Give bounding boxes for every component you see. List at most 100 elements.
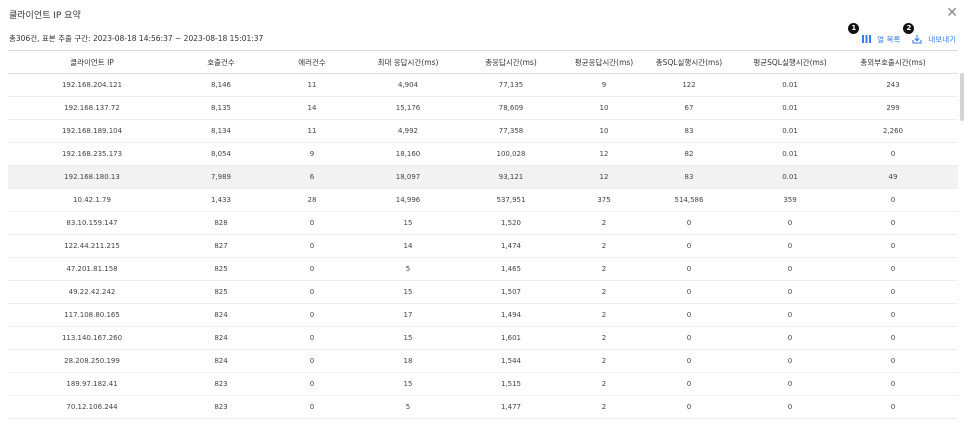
table-cell: 192.168.235.173 bbox=[8, 142, 176, 166]
column-header[interactable]: 최대 응답시간(ms) bbox=[358, 50, 458, 74]
column-header[interactable]: 평균응답시간(ms) bbox=[564, 50, 644, 74]
table-cell: 0 bbox=[644, 303, 734, 327]
table-cell: 0 bbox=[644, 349, 734, 373]
table-cell: 2 bbox=[564, 303, 644, 327]
table-row[interactable]: 192.168.180.13 7,989 6 18,097 93,121 12 83 0.01… bbox=[8, 165, 958, 189]
table-cell: 0 bbox=[266, 326, 358, 350]
table-row[interactable]: 192.168.235.173 8,054 9 18,160 100,028 12 82 0.… bbox=[8, 142, 958, 166]
table-cell: 0.01 bbox=[734, 165, 846, 189]
table-cell: 15,176 bbox=[358, 96, 458, 120]
table-cell: 1,474 bbox=[458, 234, 564, 258]
table-cell: 0 bbox=[846, 349, 940, 373]
column-header[interactable]: 클라이언트 IP bbox=[8, 50, 176, 74]
table-cell: 18 bbox=[358, 349, 458, 373]
table-cell: 67 bbox=[644, 96, 734, 120]
table-cell: 0 bbox=[734, 211, 846, 235]
table-cell: 0.28 bbox=[940, 119, 958, 143]
table-cell: 0 bbox=[846, 257, 940, 281]
table-cell: 2 bbox=[564, 257, 644, 281]
table-cell: 0 bbox=[734, 280, 846, 304]
column-header[interactable]: 평균SQL실행시간(ms) bbox=[734, 50, 846, 74]
column-header[interactable]: 총외부호출시간(ms) bbox=[846, 50, 940, 74]
table-cell: 1,507 bbox=[458, 280, 564, 304]
table-cell: 83.10.159.147 bbox=[8, 211, 176, 235]
table-row[interactable]: 192.168.189.104 8,134 11 4,992 77,358 10 83 0.0… bbox=[8, 119, 958, 143]
table-cell: 0.01 bbox=[734, 73, 846, 97]
column-header[interactable]: 총SQL실행시간(ms) bbox=[644, 50, 734, 74]
table-cell: 12 bbox=[564, 142, 644, 166]
table-cell: 2,260 bbox=[846, 119, 940, 143]
table-cell: 14 bbox=[358, 234, 458, 258]
table-cell: 0 bbox=[644, 280, 734, 304]
column-header[interactable]: 총응답시간(ms) bbox=[458, 50, 564, 74]
table-cell: 0 bbox=[846, 326, 940, 350]
table-cell: 192.168.180.13 bbox=[8, 165, 176, 189]
table-row[interactable]: 192.168.137.72 8,135 14 15,176 78,609 10 67 0.0… bbox=[8, 96, 958, 120]
table-cell: 0 bbox=[266, 303, 358, 327]
columns-icon bbox=[862, 35, 872, 43]
close-icon[interactable]: ✕ bbox=[946, 5, 958, 21]
table-cell: 825 bbox=[176, 257, 266, 281]
table-cell: 0 bbox=[266, 211, 358, 235]
table-cell: 823 bbox=[176, 372, 266, 396]
table-cell: 0.01 bbox=[734, 96, 846, 120]
table-cell: 8,146 bbox=[176, 73, 266, 97]
table-cell: 0 bbox=[846, 303, 940, 327]
table-cell: 17 bbox=[358, 303, 458, 327]
table-cell: 0 bbox=[846, 188, 940, 212]
column-list-button[interactable]: 1 열 목록 bbox=[848, 22, 900, 45]
table-cell: 5 bbox=[358, 395, 458, 419]
table-cell: 15 bbox=[358, 280, 458, 304]
table-cell: 0 bbox=[266, 372, 358, 396]
scrollbar-thumb[interactable] bbox=[960, 73, 964, 121]
table-cell: 8,135 bbox=[176, 96, 266, 120]
table-cell: 14,996 bbox=[358, 188, 458, 212]
table-cell: 2 bbox=[564, 234, 644, 258]
summary-text: 총306건, 표본 추출 구간: 2023-08-18 14:56:37 ~ 2… bbox=[9, 34, 264, 43]
table-cell: 514,586 bbox=[644, 188, 734, 212]
table-cell: 824 bbox=[176, 349, 266, 373]
table-cell: 0 bbox=[734, 326, 846, 350]
table-cell: 0 bbox=[940, 395, 958, 419]
column-header[interactable]: 평균외부호출시간(ms) bbox=[940, 50, 958, 74]
table-row[interactable]: 10.42.1.79 1,433 28 14,996 537,951 375 514,586… bbox=[8, 188, 958, 212]
table-cell: 28.208.250.199 bbox=[8, 349, 176, 373]
table-cell: 2 bbox=[564, 211, 644, 235]
table-cell: 49 bbox=[846, 165, 940, 189]
column-header[interactable]: 에러건수 bbox=[266, 50, 358, 74]
table-cell: 15 bbox=[358, 326, 458, 350]
table-cell: 12 bbox=[564, 165, 644, 189]
table-cell: 189.97.182.41 bbox=[8, 372, 176, 396]
table-cell: 10 bbox=[564, 96, 644, 120]
table-cell: 1,433 bbox=[176, 188, 266, 212]
column-header[interactable]: 호출건수 bbox=[176, 50, 266, 74]
export-button[interactable]: 2 내보내기 bbox=[903, 22, 956, 45]
table-cell: 0 bbox=[734, 372, 846, 396]
table-cell: 1,465 bbox=[458, 257, 564, 281]
table-cell: 828 bbox=[176, 211, 266, 235]
table-cell: 824 bbox=[176, 303, 266, 327]
table-cell: 0 bbox=[940, 372, 958, 396]
table-cell: 0 bbox=[940, 188, 958, 212]
table-cell: 243 bbox=[846, 73, 940, 97]
table-cell: 4,992 bbox=[358, 119, 458, 143]
table-cell: 0 bbox=[734, 395, 846, 419]
table-cell: 1,494 bbox=[458, 303, 564, 327]
table-cell: 0 bbox=[266, 234, 358, 258]
table-cell: 0 bbox=[644, 211, 734, 235]
table-cell: 8,134 bbox=[176, 119, 266, 143]
table-cell: 0 bbox=[940, 142, 958, 166]
table-cell: 6 bbox=[266, 165, 358, 189]
table-row[interactable]: 192.168.204.121 8,146 11 4,904 77,135 9 122 0.0… bbox=[8, 73, 958, 97]
table-cell: 0 bbox=[266, 395, 358, 419]
table-cell: 0.01 bbox=[734, 119, 846, 143]
